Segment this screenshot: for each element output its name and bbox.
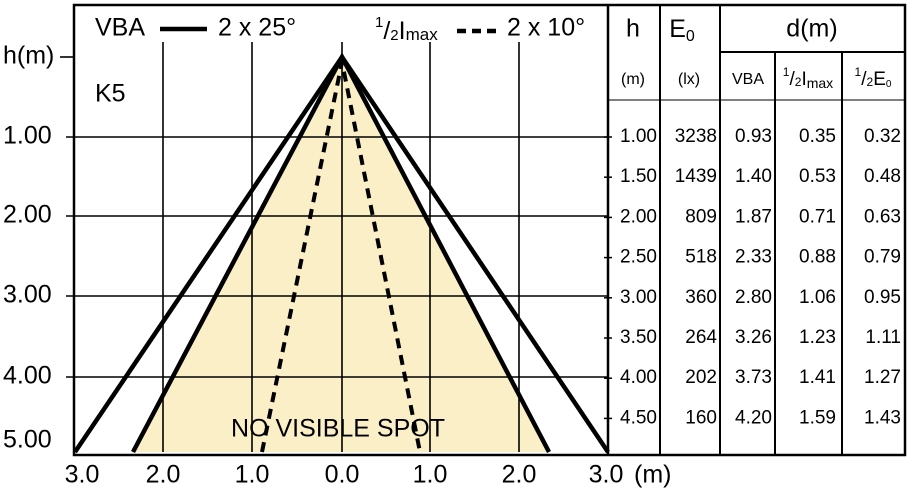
table-cell: 1439 bbox=[675, 166, 717, 187]
lamp-code: K5 bbox=[95, 80, 126, 108]
table-cell: 2.80 bbox=[735, 287, 772, 308]
table-cell: 264 bbox=[685, 327, 717, 348]
legend-vba: VBA bbox=[95, 14, 145, 42]
table-cell: 0.53 bbox=[799, 166, 836, 187]
x-unit: (m) bbox=[634, 461, 671, 489]
table-cell: 3.50 bbox=[620, 327, 657, 348]
y-tick-label: 2.00 bbox=[3, 201, 52, 229]
table-cell: 0.63 bbox=[864, 206, 901, 227]
x-tick-label: 2.0 bbox=[146, 461, 181, 489]
table-cell: 1.27 bbox=[864, 367, 901, 388]
table-cell: 1.59 bbox=[799, 407, 836, 428]
table-cell: 2.50 bbox=[620, 247, 657, 268]
legend-imax-angle: 2 x 10° bbox=[507, 14, 585, 42]
table-cell: 1.41 bbox=[799, 367, 836, 388]
unit-e: (lx) bbox=[678, 71, 700, 88]
y-tick-label: 3.00 bbox=[3, 281, 52, 309]
table-cell: 1.87 bbox=[735, 206, 772, 227]
table-cell: 518 bbox=[685, 247, 717, 268]
x-tick-label: 0.0 bbox=[325, 461, 360, 489]
x-tick-label: 3.0 bbox=[589, 461, 624, 489]
unit-vba: VBA bbox=[732, 71, 764, 88]
note: NO VISIBLE SPOT bbox=[231, 415, 445, 443]
table-cell: 0.79 bbox=[864, 247, 901, 268]
table-cell: 0.35 bbox=[799, 126, 836, 147]
x-tick-label: 1.0 bbox=[235, 461, 270, 489]
table-cell: 1.23 bbox=[799, 327, 836, 348]
table-cell: 3238 bbox=[675, 126, 717, 147]
beam-fill bbox=[133, 57, 549, 452]
table-cell: 2.33 bbox=[735, 247, 772, 268]
table-cell: 4.00 bbox=[620, 367, 657, 388]
y-tick-label: 5.00 bbox=[3, 426, 52, 454]
imax-cone bbox=[260, 61, 422, 453]
x-tick-label: 2.0 bbox=[502, 461, 537, 489]
y-tick-label: 4.00 bbox=[3, 362, 52, 390]
table-cell: 1.40 bbox=[735, 166, 772, 187]
table-lines bbox=[608, 5, 905, 455]
header-h: h bbox=[626, 15, 640, 43]
frame bbox=[72, 3, 907, 457]
table-cell: 1.50 bbox=[620, 166, 657, 187]
table-cell: 360 bbox=[685, 287, 717, 308]
table-cell: 3.26 bbox=[735, 327, 772, 348]
unit-h: (m) bbox=[621, 71, 645, 88]
unit-imax: 1/2Imax bbox=[783, 65, 833, 91]
table-cell: 2.00 bbox=[620, 206, 657, 227]
table-cell: 0.32 bbox=[864, 126, 901, 147]
vba-cone bbox=[131, 52, 551, 454]
table-cell: 4.20 bbox=[735, 407, 772, 428]
table-cell: 1.06 bbox=[799, 287, 836, 308]
table-cell: 0.88 bbox=[799, 247, 836, 268]
table-cell: 0.95 bbox=[864, 287, 901, 308]
table-cell: 160 bbox=[685, 407, 717, 428]
table-cell: 0.48 bbox=[864, 166, 901, 187]
header-e: E0 bbox=[669, 15, 695, 46]
x-tick-label: 3.0 bbox=[65, 461, 100, 489]
table-cell: 1.43 bbox=[864, 407, 901, 428]
table-cell: 0.93 bbox=[735, 126, 772, 147]
table-cell: 4.50 bbox=[620, 407, 657, 428]
table-cell: 3.73 bbox=[735, 367, 772, 388]
table-cell: 0.71 bbox=[799, 206, 836, 227]
table-cell: 809 bbox=[685, 206, 717, 227]
legend-vba-angle: 2 x 25° bbox=[218, 14, 296, 42]
table-cell: 202 bbox=[685, 367, 717, 388]
table-cell: 3.00 bbox=[620, 287, 657, 308]
legend-imax: 1/2Imax bbox=[375, 14, 438, 45]
x-tick-label: 1.0 bbox=[413, 461, 448, 489]
table-cell: 1.11 bbox=[865, 327, 901, 348]
y-tick-label: 1.00 bbox=[3, 122, 52, 150]
header-d: d(m) bbox=[786, 15, 837, 43]
unit-e0: 1/2E0 bbox=[855, 65, 892, 90]
grid bbox=[60, 42, 608, 452]
y-axis-label: h(m) bbox=[3, 42, 54, 70]
table-cell: 1.00 bbox=[620, 126, 657, 147]
